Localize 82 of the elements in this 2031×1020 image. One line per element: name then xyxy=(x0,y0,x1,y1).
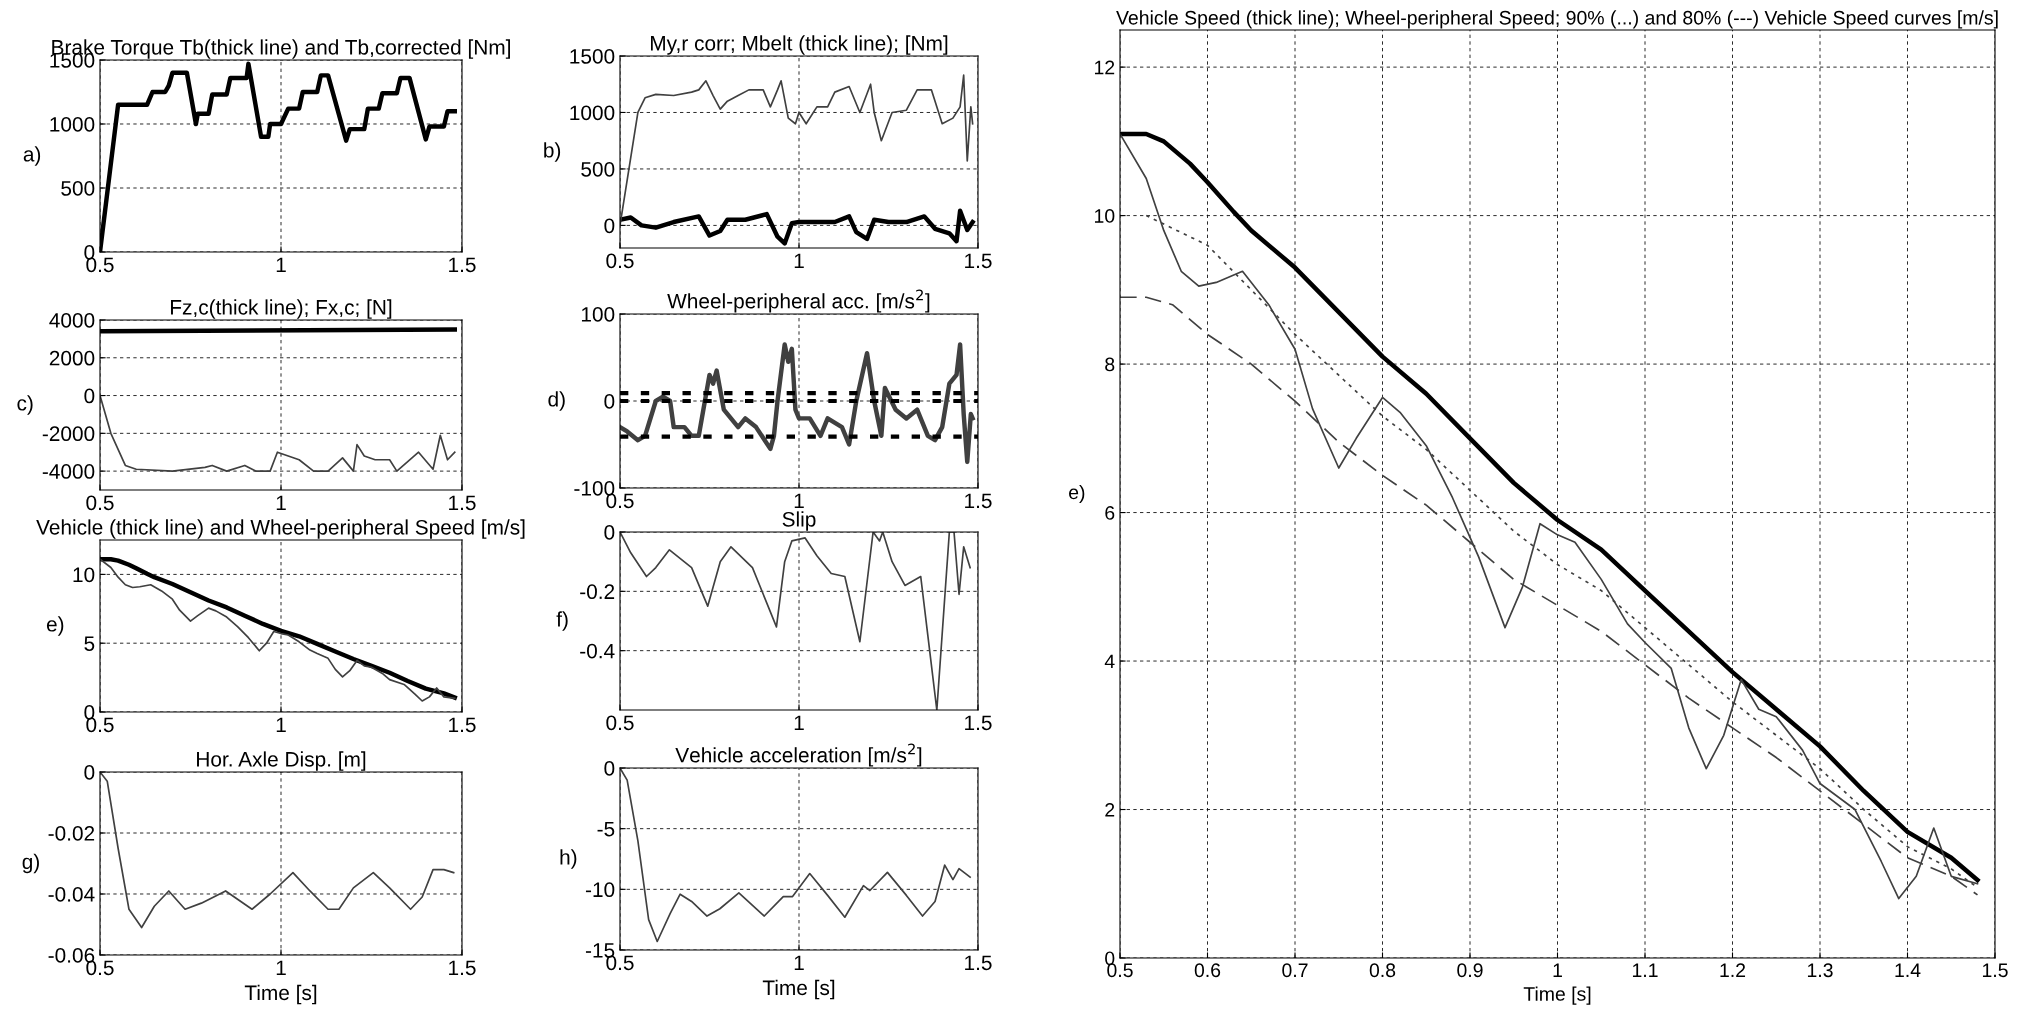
y-tick-label: 4000 xyxy=(49,313,95,328)
y-tick-label: 10 xyxy=(73,567,95,583)
y-tick-label: 0 xyxy=(604,525,615,540)
y-tick-label: 4 xyxy=(1104,654,1115,669)
x-tick-label: 1.5 xyxy=(965,493,992,509)
x-axis-title: Time [s] xyxy=(1523,986,1591,1005)
y-axis-title: a) xyxy=(23,146,41,166)
y-tick-label: -10 xyxy=(585,882,615,898)
y-axis-title: g) xyxy=(22,853,39,874)
x-tick-label: 1 xyxy=(276,495,286,510)
x-tick-label: 1.5 xyxy=(965,715,992,731)
x-tick-label: 1 xyxy=(276,960,286,975)
x-tick-label: 0.9 xyxy=(1457,963,1483,978)
y-axis-title: f) xyxy=(556,611,568,631)
chart-title: My,r corr; Mbelt (thick line); [Nm] xyxy=(651,35,948,55)
x-axis-title: Time [s] xyxy=(762,979,835,1000)
x-tick-label: 1.5 xyxy=(449,495,476,511)
y-tick-label: 0 xyxy=(84,388,95,404)
x-tick-label: 0.8 xyxy=(1369,963,1396,978)
x-tick-label: 0.7 xyxy=(1282,963,1308,978)
x-tick-label: 1.1 xyxy=(1632,963,1658,977)
x-tick-label: 1.4 xyxy=(1895,963,1921,977)
y-tick-label: 0 xyxy=(604,761,615,776)
chart-title: Hor. Axle Disp. [m] xyxy=(197,751,366,771)
x-tick-label: 1.3 xyxy=(1807,963,1833,978)
y-tick-label: -4000 xyxy=(42,464,95,479)
chart-title: Vehicle acceleration [m/s$^{2}$] xyxy=(675,743,922,767)
y-axis-title: c) xyxy=(17,395,33,415)
x-tick-label: 1.5 xyxy=(1982,963,2008,978)
chart-title: Fz,c(thick line); Fx,c; [N] xyxy=(171,299,392,319)
line-series xyxy=(100,772,455,929)
y-tick-label: 1500 xyxy=(570,49,615,64)
chart-title: Wheel-peripheral acc. [m/s$^{2}$] xyxy=(667,289,930,313)
x-tick-label: 1.5 xyxy=(965,253,992,269)
x-tick-label: 1.2 xyxy=(1720,963,1746,977)
y-tick-label: -0.04 xyxy=(48,887,95,902)
y-tick-label: 6 xyxy=(1105,506,1115,520)
y-tick-label: -2000 xyxy=(42,426,95,442)
x-axis-title: Time [s] xyxy=(244,984,317,1005)
y-axis-title: h) xyxy=(560,849,577,869)
x-tick-label: 1 xyxy=(276,257,286,272)
y-axis-title: d) xyxy=(548,391,565,411)
x-tick-label: 0.5 xyxy=(606,253,634,269)
y-tick-label: -0.4 xyxy=(580,643,615,659)
y-tick-label: 1000 xyxy=(50,117,95,132)
y-tick-label: -5 xyxy=(597,821,615,837)
x-tick-label: 1.5 xyxy=(449,717,476,733)
x-tick-label: 1 xyxy=(794,253,804,268)
y-axis-title: e) xyxy=(1069,484,1085,504)
x-tick-label: 0.6 xyxy=(1194,963,1221,978)
x-tick-label: 0.5 xyxy=(606,715,634,731)
y-tick-label: 2000 xyxy=(49,350,95,366)
chart-title: Vehicle (thick line) and Wheel-peripheral Speed [m/s] xyxy=(36,519,525,539)
line-series xyxy=(620,768,971,943)
y-tick-label: 0 xyxy=(604,394,615,409)
x-tick-label: 1 xyxy=(276,717,286,732)
y-tick-label: 0 xyxy=(604,218,615,234)
y-tick-label: 500 xyxy=(581,161,615,177)
y-tick-label: 100 xyxy=(581,307,615,322)
x-tick-label: 0.5 xyxy=(86,495,114,511)
y-tick-label: 500 xyxy=(61,181,95,196)
y-tick-label: 5 xyxy=(84,636,95,651)
x-tick-label: 1 xyxy=(794,715,804,730)
y-tick-label: 2 xyxy=(1105,802,1115,817)
y-tick-label: 1000 xyxy=(570,105,615,121)
x-tick-label: 1 xyxy=(794,955,804,970)
y-tick-label: -0.02 xyxy=(48,826,95,841)
x-tick-label: 1 xyxy=(794,493,804,508)
x-tick-label: 1.5 xyxy=(965,955,992,971)
chart-title: Slip xyxy=(782,511,816,531)
y-axis-title: e) xyxy=(46,616,64,636)
x-tick-label: 1.5 xyxy=(449,960,476,976)
line-series xyxy=(620,342,975,465)
y-tick-label: 0 xyxy=(84,765,95,780)
x-tick-label: 1 xyxy=(1553,963,1562,977)
y-tick-label: -0.2 xyxy=(580,584,615,600)
y-tick-label: 10 xyxy=(1095,209,1115,223)
y-tick-label: 8 xyxy=(1105,357,1115,372)
y-axis-title: b) xyxy=(544,142,561,162)
x-tick-label: 1.5 xyxy=(449,257,476,273)
chart-title: Vehicle Speed (thick line); Wheel-peripheral Speed; 90% (...) and 80% (---) Vehicle Speed curves [m/s] xyxy=(1116,10,1998,29)
y-tick-label: 12 xyxy=(1095,60,1115,75)
